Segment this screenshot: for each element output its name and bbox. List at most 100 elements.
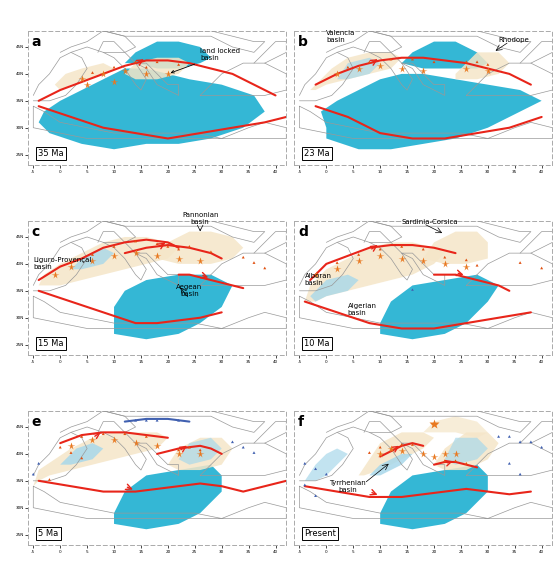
- Polygon shape: [465, 259, 468, 261]
- Polygon shape: [432, 61, 435, 63]
- Polygon shape: [33, 432, 168, 486]
- Polygon shape: [37, 462, 40, 465]
- Polygon shape: [400, 245, 403, 248]
- Polygon shape: [48, 478, 51, 481]
- Polygon shape: [209, 250, 213, 253]
- Polygon shape: [114, 275, 233, 339]
- Polygon shape: [145, 419, 148, 422]
- Text: Alboran
basin: Alboran basin: [305, 273, 332, 286]
- Polygon shape: [305, 242, 445, 302]
- Polygon shape: [368, 451, 371, 454]
- Polygon shape: [368, 61, 371, 63]
- Polygon shape: [310, 52, 402, 90]
- Polygon shape: [179, 437, 222, 465]
- Polygon shape: [242, 446, 245, 449]
- Polygon shape: [156, 419, 158, 422]
- Polygon shape: [177, 63, 180, 66]
- Polygon shape: [475, 61, 479, 63]
- Polygon shape: [445, 437, 488, 465]
- Polygon shape: [321, 74, 542, 149]
- Text: Present: Present: [304, 529, 336, 538]
- Text: 10 Ma: 10 Ma: [304, 339, 330, 348]
- Polygon shape: [32, 473, 35, 476]
- Polygon shape: [359, 432, 434, 476]
- Polygon shape: [80, 457, 83, 459]
- Polygon shape: [443, 459, 446, 462]
- Polygon shape: [335, 261, 339, 264]
- Text: 35 Ma: 35 Ma: [39, 149, 64, 158]
- Polygon shape: [91, 253, 94, 256]
- Text: Aegean
basin: Aegean basin: [176, 284, 203, 297]
- Polygon shape: [145, 66, 148, 69]
- Polygon shape: [475, 264, 479, 266]
- Polygon shape: [70, 261, 73, 264]
- Polygon shape: [540, 446, 543, 449]
- Polygon shape: [434, 432, 499, 470]
- Text: d: d: [298, 225, 308, 239]
- Polygon shape: [55, 63, 114, 90]
- Polygon shape: [465, 61, 468, 63]
- Polygon shape: [39, 69, 264, 149]
- Polygon shape: [337, 58, 380, 79]
- Polygon shape: [125, 58, 189, 79]
- Polygon shape: [134, 240, 137, 242]
- Polygon shape: [304, 462, 306, 465]
- Polygon shape: [231, 440, 234, 443]
- Polygon shape: [125, 42, 211, 69]
- Polygon shape: [411, 288, 414, 291]
- Polygon shape: [422, 248, 425, 250]
- Polygon shape: [379, 248, 382, 250]
- Text: Tyrrhenian
basin: Tyrrhenian basin: [329, 480, 366, 493]
- Polygon shape: [314, 467, 317, 470]
- Polygon shape: [70, 451, 73, 454]
- Polygon shape: [518, 261, 522, 264]
- Polygon shape: [455, 52, 509, 79]
- Polygon shape: [305, 449, 348, 481]
- Polygon shape: [369, 454, 412, 476]
- Polygon shape: [242, 256, 245, 259]
- Polygon shape: [177, 449, 180, 451]
- Polygon shape: [465, 462, 468, 465]
- Polygon shape: [389, 449, 392, 451]
- Polygon shape: [113, 245, 116, 248]
- Polygon shape: [310, 275, 359, 302]
- Text: 5 Ma: 5 Ma: [39, 529, 59, 538]
- Polygon shape: [156, 61, 158, 63]
- Polygon shape: [487, 63, 489, 66]
- Text: f: f: [298, 415, 304, 429]
- Text: Algerian
basin: Algerian basin: [348, 303, 377, 316]
- Polygon shape: [113, 66, 116, 69]
- Text: a: a: [32, 35, 41, 49]
- Polygon shape: [156, 242, 158, 245]
- Polygon shape: [39, 237, 179, 285]
- Polygon shape: [59, 446, 62, 449]
- Polygon shape: [199, 449, 201, 451]
- Polygon shape: [157, 232, 243, 264]
- Polygon shape: [411, 58, 414, 61]
- Polygon shape: [166, 245, 169, 248]
- Polygon shape: [71, 248, 114, 269]
- Polygon shape: [123, 432, 126, 435]
- Polygon shape: [188, 245, 191, 248]
- Polygon shape: [518, 440, 522, 443]
- Polygon shape: [423, 232, 488, 264]
- Polygon shape: [177, 248, 180, 250]
- Polygon shape: [443, 256, 446, 259]
- Text: 23 Ma: 23 Ma: [304, 149, 330, 158]
- Polygon shape: [411, 443, 414, 446]
- Polygon shape: [380, 465, 488, 529]
- Polygon shape: [168, 437, 233, 470]
- Polygon shape: [177, 419, 180, 422]
- Polygon shape: [114, 465, 222, 529]
- Polygon shape: [314, 495, 317, 497]
- Polygon shape: [518, 473, 522, 476]
- Polygon shape: [423, 416, 488, 437]
- Polygon shape: [508, 435, 511, 437]
- Polygon shape: [508, 462, 511, 465]
- Polygon shape: [91, 71, 94, 74]
- Text: Rhodope: Rhodope: [499, 36, 530, 42]
- Text: Sardinia-Corsica: Sardinia-Corsica: [402, 219, 458, 225]
- Text: Liguro-Provençal
basin: Liguro-Provençal basin: [33, 258, 92, 270]
- Polygon shape: [304, 483, 306, 486]
- Polygon shape: [380, 275, 499, 339]
